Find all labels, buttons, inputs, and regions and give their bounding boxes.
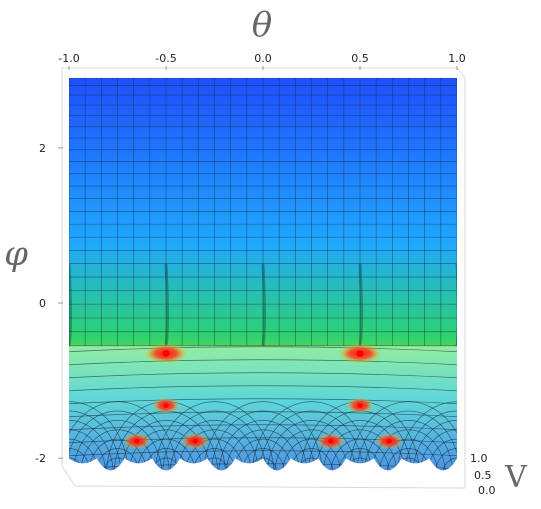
y-tick-labels: 2 0 -2: [35, 142, 63, 465]
ridge-line: [261, 264, 266, 346]
ridge-line: [455, 264, 457, 346]
z-tick-label: 0.5: [474, 469, 492, 482]
y-tick-label: 0: [39, 297, 46, 310]
surface-ridges: [69, 264, 457, 346]
arc-horizontal: [69, 463, 457, 470]
surface: [69, 78, 457, 471]
surface-mesh: [69, 78, 457, 347]
arc: [218, 420, 308, 471]
arc: [184, 438, 245, 471]
arc-horizontal: [69, 398, 457, 405]
critical-point: [356, 349, 364, 357]
arc: [69, 401, 129, 471]
x-tick-label: 0.0: [254, 52, 272, 65]
arc: [356, 410, 457, 471]
critical-point: [192, 438, 198, 444]
arc: [315, 420, 405, 471]
arc: [251, 401, 372, 471]
arc: [397, 401, 457, 471]
y-axis-title: φ: [4, 234, 28, 274]
arc: [281, 438, 342, 471]
z-tick-labels: 1.0 0.5 0.0: [470, 452, 496, 497]
x-tick-label: -0.5: [155, 52, 176, 65]
arc: [434, 448, 457, 471]
critical-points: [122, 343, 404, 450]
arc-horizontal: [69, 385, 457, 392]
lower-region-shading: [69, 345, 457, 471]
z-tick-label: 1.0: [470, 452, 488, 465]
critical-point: [134, 438, 140, 444]
arc: [378, 438, 439, 471]
critical-point: [162, 349, 170, 357]
arc-horizontal: [69, 359, 457, 366]
arc: [121, 420, 211, 471]
z-tick-label: 0.0: [478, 484, 496, 497]
arc-horizontal: [69, 372, 457, 379]
arc-horizontal: [69, 437, 457, 444]
arc: [72, 420, 163, 471]
z-axis-title: V: [504, 460, 528, 495]
arc: [210, 410, 316, 471]
arc-horizontal: [69, 450, 457, 457]
arc-horizontal: [69, 424, 457, 431]
ridge-line: [69, 264, 72, 346]
arc-horizontal: [69, 346, 457, 353]
arc: [363, 420, 454, 471]
arc: [442, 457, 457, 471]
arc-horizontal: [69, 411, 457, 418]
arc: [203, 401, 323, 471]
arc: [404, 410, 457, 471]
critical-point: [328, 438, 334, 444]
arc: [87, 438, 148, 471]
arc: [412, 420, 457, 471]
x-tick-labels: -1.0 -0.5 0.0 0.5 1.0: [58, 52, 466, 70]
y-tick-label: -2: [35, 452, 46, 465]
x-axis-title: θ: [252, 5, 272, 45]
arc: [259, 410, 364, 471]
ridge-line: [164, 264, 169, 346]
x-tick-label: -1.0: [58, 52, 79, 65]
plot-box: [61, 67, 466, 489]
critical-point: [386, 438, 392, 444]
y-tick-label: 2: [39, 142, 46, 155]
x-tick-label: 0.5: [351, 52, 369, 65]
arc: [162, 410, 267, 471]
x-tick-label: 1.0: [448, 52, 466, 65]
ridge-line: [358, 264, 363, 346]
arc: [154, 401, 275, 471]
arc: [69, 410, 122, 471]
arc: [69, 420, 114, 471]
critical-point: [163, 402, 169, 408]
arc: [419, 429, 457, 471]
arc: [69, 410, 170, 471]
critical-point: [357, 402, 363, 408]
